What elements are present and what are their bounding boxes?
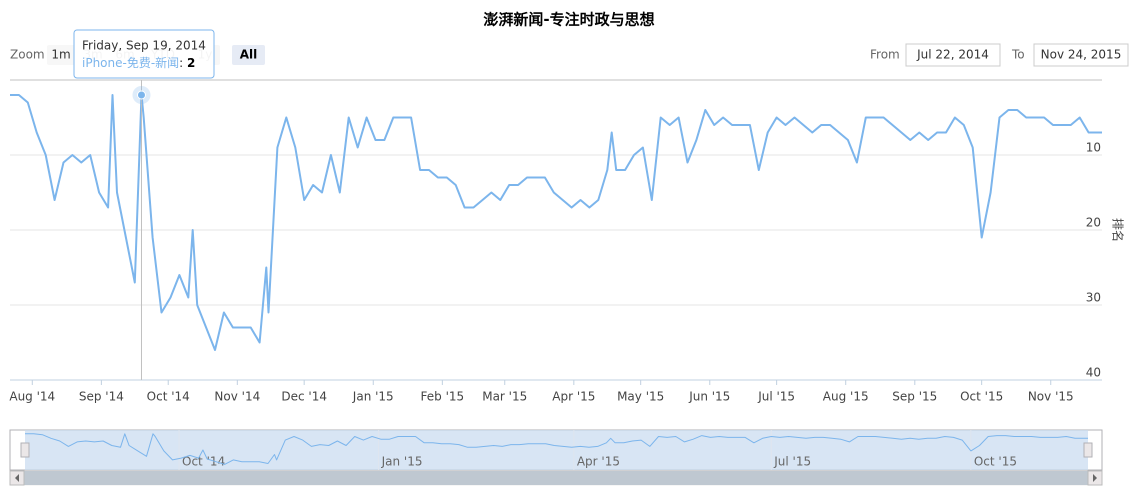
y-tick-label: 30: [1086, 291, 1101, 305]
navigator-tick-label: Oct '15: [974, 455, 1017, 469]
x-tick-label: Jan '15: [352, 390, 394, 404]
x-tick-label: Feb '15: [421, 390, 465, 404]
x-tick-label: Aug '14: [9, 390, 55, 404]
from-input[interactable]: [905, 43, 1001, 67]
navigator-handle[interactable]: [20, 442, 30, 458]
navigator-tick-label: Jan '15: [381, 455, 423, 469]
x-tick-label: Oct '15: [960, 390, 1003, 404]
series-line: [10, 94, 1102, 351]
y-axis-title: 排名: [1111, 218, 1126, 242]
chart-title: 澎湃新闻-专注时政与思想: [483, 11, 654, 29]
x-tick-label: Aug '15: [823, 390, 869, 404]
x-tick-label: Sep '15: [892, 390, 937, 404]
tooltip-series-name: iPhone-免费-新闻: [82, 55, 179, 70]
navigator-tick-label: Oct '14: [182, 455, 225, 469]
from-label: From: [870, 48, 900, 62]
x-tick-label: Jul '15: [757, 390, 795, 404]
x-tick-label: Dec '14: [281, 390, 327, 404]
to-input[interactable]: [1033, 43, 1129, 67]
range-button[interactable]: [232, 45, 265, 65]
range-button-label[interactable]: 1m: [51, 48, 70, 62]
x-tick-label: Nov '15: [1028, 390, 1074, 404]
x-tick-label: May '15: [617, 390, 664, 404]
navigator-handle[interactable]: [1083, 442, 1093, 458]
zoom-label: Zoom: [10, 48, 45, 62]
tooltip-series: iPhone-免费-新闻: 2: [82, 55, 195, 70]
navigator-tick-label: Apr '15: [577, 455, 620, 469]
x-tick-label: Apr '15: [552, 390, 595, 404]
range-button-label[interactable]: All: [240, 48, 258, 62]
to-label: To: [1011, 48, 1025, 62]
navigator-line: [25, 433, 1088, 465]
scrollbar-right-arrow: [1093, 474, 1097, 482]
hover-point: [136, 90, 146, 100]
tooltip-separator: :: [179, 56, 187, 70]
x-tick-label: Jun '15: [688, 390, 730, 404]
navigator-tick-label: Jul '15: [773, 455, 811, 469]
to-value[interactable]: Nov 24, 2015: [1041, 48, 1122, 62]
scrollbar-left-arrow: [15, 474, 19, 482]
x-tick-label: Oct '14: [147, 390, 190, 404]
y-tick-label: 20: [1086, 216, 1101, 230]
scrollbar-thumb[interactable]: [24, 471, 1088, 485]
range-button[interactable]: [47, 45, 75, 65]
navigator-mask: [25, 430, 1088, 470]
tooltip-date: Friday, Sep 19, 2014: [82, 39, 206, 53]
x-tick-label: Mar '15: [482, 390, 527, 404]
y-tick-label: 10: [1086, 141, 1101, 155]
from-value[interactable]: Jul 22, 2014: [916, 48, 989, 62]
tooltip-value: 2: [187, 56, 195, 70]
x-tick-label: Nov '14: [214, 390, 260, 404]
x-tick-label: Sep '14: [79, 390, 124, 404]
y-tick-label: 40: [1086, 366, 1101, 380]
tooltip-box: [73, 29, 215, 79]
